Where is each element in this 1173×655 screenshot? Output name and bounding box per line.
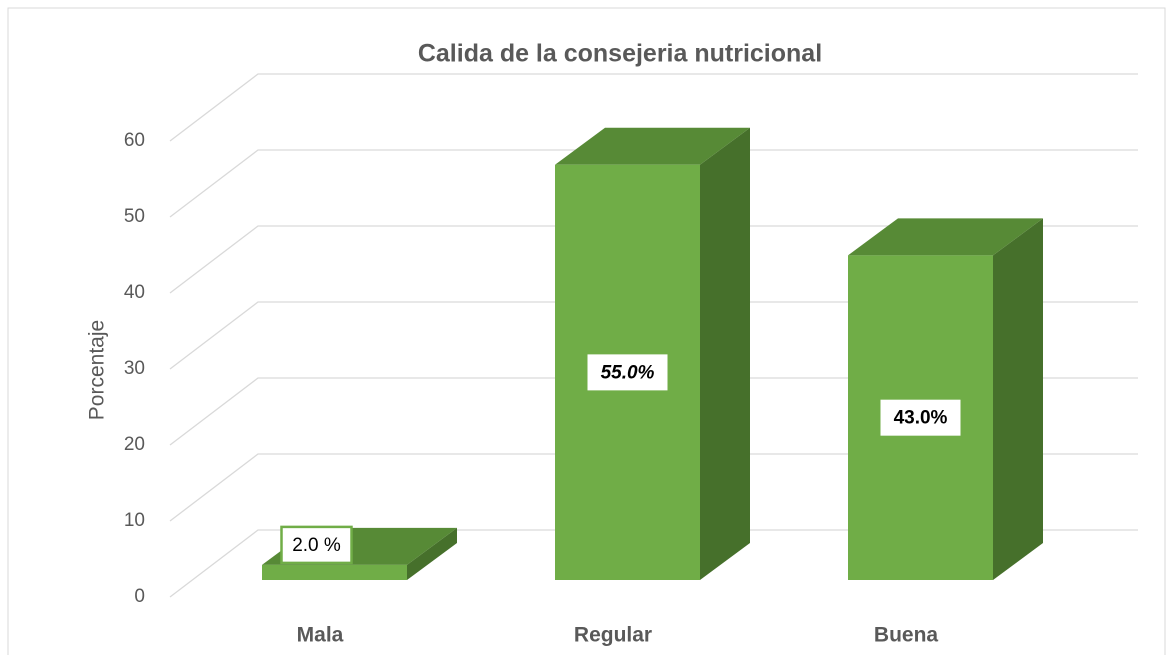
bar-face (407, 527, 457, 580)
y-tick-label: 10 (124, 510, 145, 531)
grid-line (169, 301, 1138, 370)
data-label: 43.0% (894, 408, 948, 429)
bar-face (700, 127, 750, 580)
x-tick-label: Regular (574, 624, 652, 647)
data-label-box (587, 354, 668, 391)
grid-line (169, 453, 1138, 522)
data-label: 2.0 % (292, 535, 341, 556)
grid-line (169, 225, 1138, 294)
chart-title: Calida de la consejeria nutricional (418, 40, 822, 68)
bar (555, 127, 750, 580)
y-tick-label: 30 (124, 358, 145, 379)
data-label: 55.0% (601, 362, 655, 383)
y-axis-label: Porcentaje (86, 320, 109, 420)
bar-face (993, 218, 1043, 580)
grid-line (169, 529, 1138, 598)
y-tick-label: 40 (124, 282, 145, 303)
y-tick-label: 20 (124, 434, 145, 455)
grid-line (169, 377, 1138, 446)
data-label-box (880, 399, 961, 436)
bar-face (848, 218, 1043, 256)
grid-line (169, 73, 1138, 142)
y-tick-label: 0 (134, 586, 145, 607)
y-tick-label: 60 (124, 130, 145, 151)
bar-face (262, 564, 407, 580)
y-tick-label: 50 (124, 206, 145, 227)
grid-line (169, 149, 1138, 218)
x-tick-label: Mala (297, 624, 344, 647)
bar-face (555, 127, 750, 165)
x-tick-label: Buena (874, 624, 939, 647)
data-label-box (280, 525, 353, 565)
bar (848, 218, 1043, 580)
